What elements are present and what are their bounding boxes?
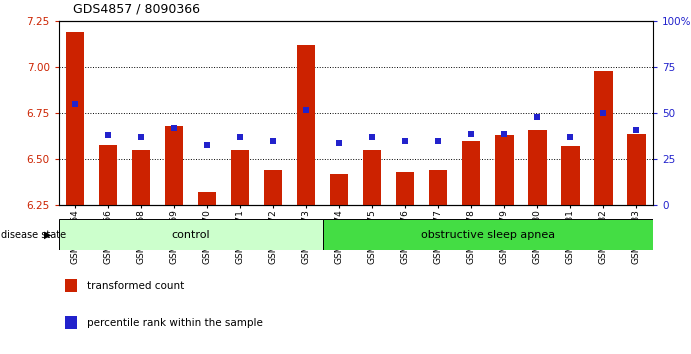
Bar — [297, 45, 315, 205]
Bar — [330, 174, 348, 205]
Text: disease state: disease state — [1, 229, 66, 240]
Bar — [429, 170, 448, 205]
Text: transformed count: transformed count — [87, 281, 184, 291]
Bar — [264, 170, 283, 205]
Point — [135, 135, 146, 140]
Bar — [65, 279, 77, 292]
Bar — [65, 316, 77, 329]
Bar — [529, 130, 547, 205]
Bar — [627, 133, 645, 205]
Point — [268, 138, 279, 144]
Point — [466, 131, 477, 136]
Bar — [594, 71, 612, 205]
Text: percentile rank within the sample: percentile rank within the sample — [87, 318, 263, 328]
Bar — [462, 141, 480, 205]
Point — [532, 114, 543, 120]
Point — [367, 135, 378, 140]
Point — [70, 101, 81, 107]
Point — [499, 131, 510, 136]
Point — [400, 138, 411, 144]
Bar — [231, 150, 249, 205]
Point — [565, 135, 576, 140]
Text: GDS4857 / 8090366: GDS4857 / 8090366 — [73, 3, 200, 16]
Text: ▶: ▶ — [44, 229, 52, 240]
Bar — [323, 219, 653, 250]
Point — [598, 110, 609, 116]
Point — [631, 127, 642, 133]
Point — [103, 132, 114, 138]
Bar — [198, 193, 216, 205]
Bar — [363, 150, 381, 205]
Point — [202, 142, 213, 147]
Bar — [132, 150, 151, 205]
Point — [334, 140, 345, 145]
Point — [169, 125, 180, 131]
Bar — [59, 219, 323, 250]
Text: control: control — [171, 229, 210, 240]
Point — [301, 107, 312, 113]
Bar — [66, 32, 84, 205]
Bar — [397, 172, 415, 205]
Bar — [495, 135, 513, 205]
Bar — [100, 144, 117, 205]
Bar — [165, 126, 183, 205]
Point — [433, 138, 444, 144]
Text: obstructive sleep apnea: obstructive sleep apnea — [421, 229, 555, 240]
Point — [235, 135, 246, 140]
Bar — [561, 147, 580, 205]
